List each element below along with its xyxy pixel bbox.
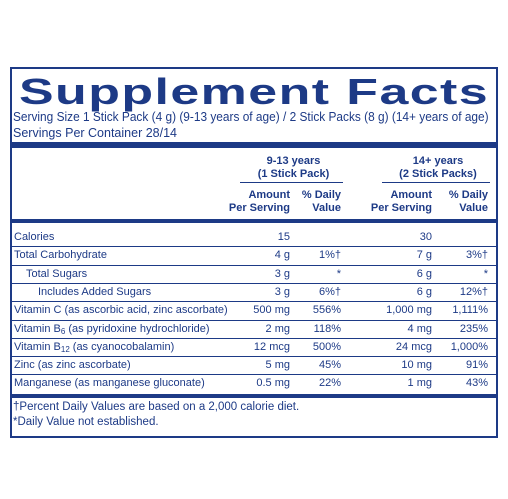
column-header: Per Serving	[370, 202, 432, 214]
rule	[12, 282, 496, 284]
daily-value: 6%†	[318, 285, 341, 298]
nutrient-label: Total Sugars	[26, 268, 87, 281]
daily-value: 500%	[312, 340, 341, 353]
daily-value: 1%†	[318, 249, 341, 262]
column-header: Amount	[390, 189, 432, 201]
label-border	[10, 67, 498, 438]
daily-value: *	[336, 267, 341, 280]
nutrient-label: Manganese (as manganese gluconate)	[14, 377, 205, 390]
group-subtitle: (2 Stick Packs)	[399, 168, 477, 180]
nutrient-label: Includes Added Sugars	[38, 286, 151, 299]
rule	[12, 374, 496, 376]
nutrient-name: Total Carbohydrate	[14, 249, 107, 262]
amount: 0.5 mg	[256, 377, 290, 390]
column-header: Value	[459, 202, 488, 214]
daily-value: 1,111%	[452, 304, 488, 317]
daily-value: 43%	[465, 377, 488, 390]
rule	[12, 246, 496, 248]
amount: 30	[419, 231, 432, 243]
nutrient-detail: (as manganese gluconate)	[74, 377, 205, 390]
nutrient-name: Vitamin B	[14, 340, 61, 353]
nutrient-subscript: 12	[60, 344, 70, 354]
amount: 1 mg	[407, 377, 432, 390]
amount: 6 g	[416, 267, 432, 280]
amount: 2 mg	[265, 322, 290, 335]
nutrient-name: Total Sugars	[26, 267, 88, 280]
daily-value: 22%	[318, 377, 341, 390]
column-header: % Daily	[448, 189, 488, 201]
nutrient-label: Vitamin C (as ascorbic acid, zinc ascorba…	[14, 304, 228, 317]
amount: 6 g	[416, 285, 432, 298]
amount: 12 mcg	[253, 340, 290, 353]
group-title: 9-13 years	[266, 155, 321, 167]
daily-value: 3%†	[465, 249, 488, 262]
nutrient-detail: (as cyanocobalamin)	[72, 340, 175, 353]
daily-value: 556%	[312, 304, 341, 317]
group-title: 14+ years	[412, 155, 464, 167]
serving-size: Serving Size 1 Stick Pack (4 g) (9-13 ye…	[13, 110, 489, 124]
nutrient-detail: (as zinc ascorbate)	[37, 359, 131, 372]
nutrient-label: Total Carbohydrate	[14, 249, 107, 262]
amount: 3 g	[274, 267, 290, 280]
amount: 4 g	[274, 249, 290, 262]
nutrient-name: Vitamin C	[14, 304, 62, 317]
rule	[12, 393, 496, 398]
footnote: †Percent Daily Values are based on a 2,0…	[13, 401, 300, 413]
nutrient-name: Includes Added Sugars	[38, 285, 152, 298]
nutrient-name: Calories	[14, 231, 55, 243]
daily-value: 12%†	[459, 285, 488, 298]
nutrient-name: Zinc	[14, 359, 35, 372]
column-header: Amount	[248, 189, 290, 201]
rule	[12, 337, 496, 339]
daily-value: 118%	[313, 322, 341, 335]
amount: 1,000 mg	[386, 304, 432, 317]
rule	[382, 182, 490, 183]
rule	[12, 142, 496, 148]
amount: 24 mcg	[395, 340, 432, 353]
nutrient-name: Manganese	[14, 377, 72, 390]
rule	[12, 301, 496, 303]
nutrient-detail: (as ascorbic acid, zinc ascorbate)	[64, 304, 228, 317]
group-subtitle: (1 Stick Pack)	[257, 168, 330, 180]
amount: 4 mg	[407, 322, 432, 335]
rule	[12, 219, 496, 223]
rule	[12, 356, 496, 358]
nutrient-subscript: 6	[60, 326, 66, 336]
amount: 10 mg	[401, 359, 432, 372]
rule	[240, 182, 343, 183]
daily-value: *	[483, 267, 488, 280]
daily-value: 1,000%	[450, 340, 488, 353]
daily-value: 235%	[459, 322, 488, 335]
nutrient-label: Vitamin B12 (as cyanocobalamin)	[14, 341, 174, 356]
rule	[12, 264, 496, 266]
amount: 7 g	[416, 249, 432, 262]
title: Supplement Facts	[19, 71, 490, 112]
column-header: % Daily	[301, 189, 341, 201]
nutrient-label: Calories	[14, 231, 54, 244]
amount: 500 mg	[253, 304, 290, 317]
column-header: Per Serving	[228, 202, 290, 214]
nutrient-label: Vitamin B6 (as pyridoxine hydrochloride)	[14, 323, 210, 338]
footnote: *Daily Value not established.	[13, 416, 159, 428]
rule	[12, 319, 496, 321]
nutrient-label: Zinc (as zinc ascorbate)	[14, 359, 131, 372]
column-header: Value	[312, 202, 341, 214]
amount: 3 g	[274, 285, 290, 298]
daily-value: 45%	[318, 359, 341, 372]
servings-per-container: Servings Per Container 28/14	[13, 126, 177, 140]
amount: 5 mg	[265, 359, 290, 372]
nutrient-detail: (as pyridoxine hydrochloride)	[68, 322, 210, 335]
nutrient-name: Vitamin B	[14, 322, 61, 335]
amount: 15	[277, 231, 290, 243]
daily-value: 91%	[465, 359, 488, 372]
